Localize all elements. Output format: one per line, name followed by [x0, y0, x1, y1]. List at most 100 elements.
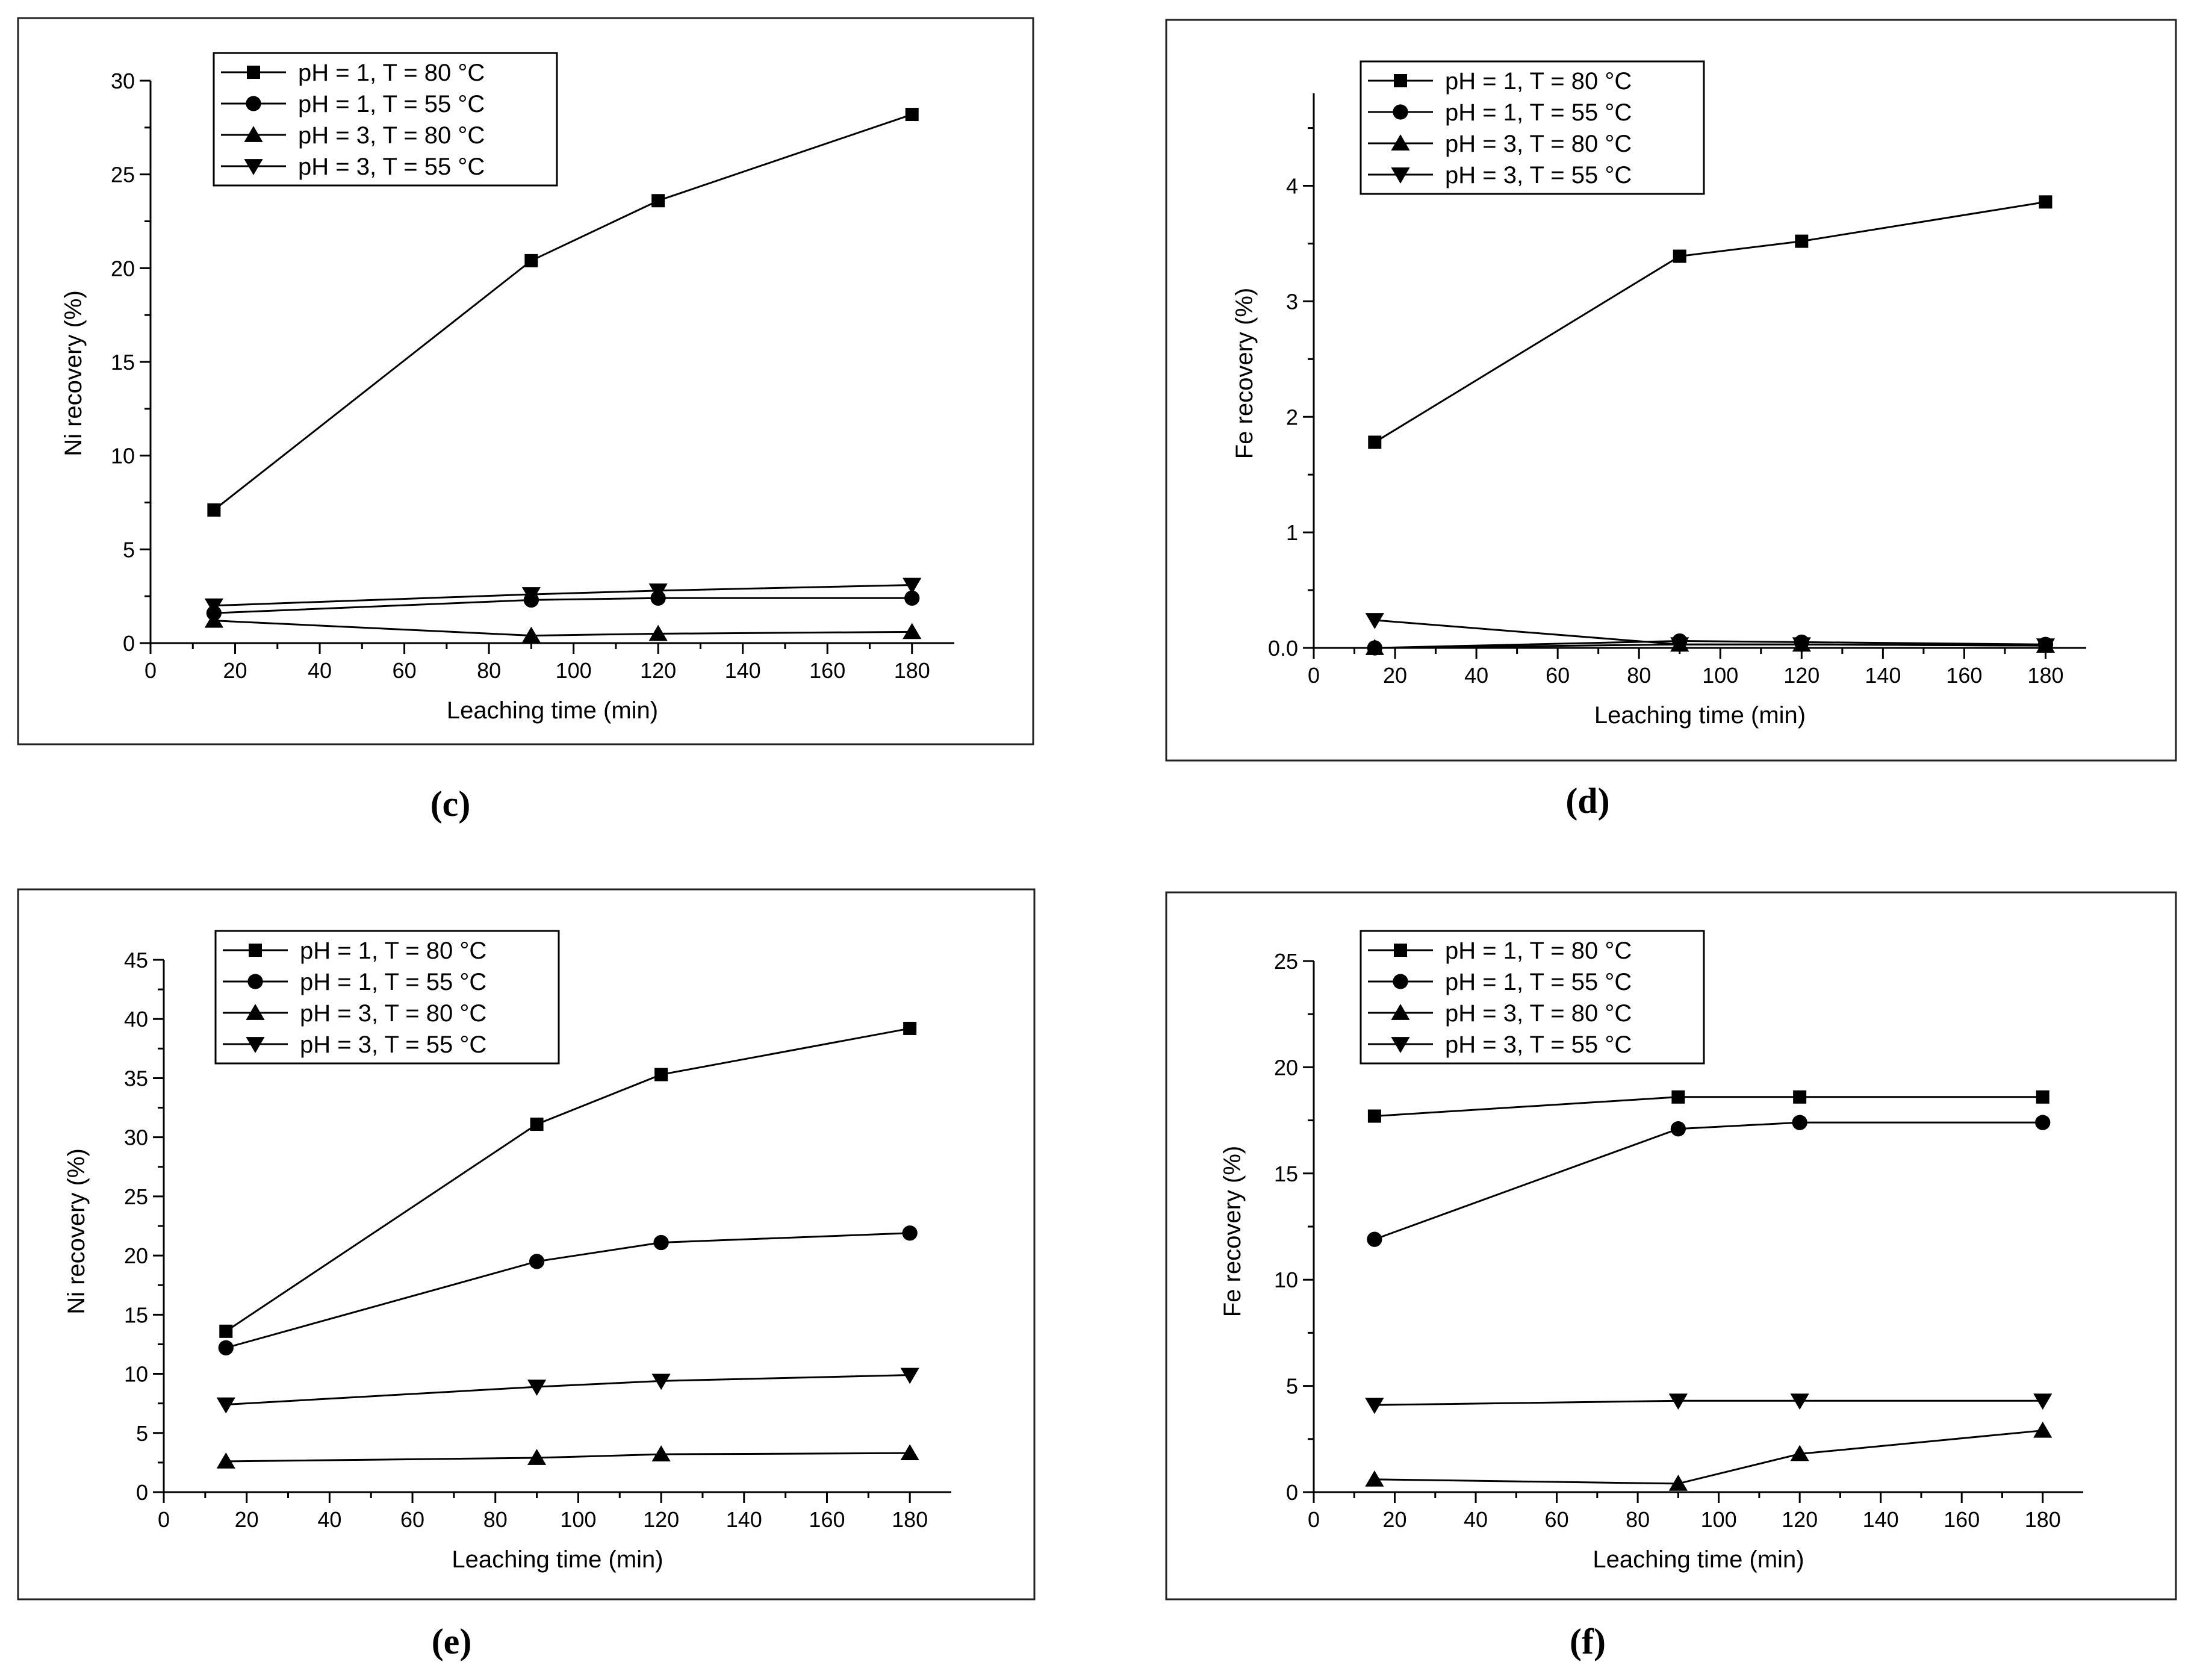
y-tick-label: 4: [1286, 174, 1298, 199]
data-point: [216, 1397, 235, 1414]
data-point: [2036, 638, 2056, 655]
data-point: [207, 503, 221, 517]
data-point: [2039, 195, 2053, 209]
y-tick-label: 0: [1286, 1480, 1298, 1505]
x-tick-label: 180: [2025, 1507, 2061, 1532]
chart-panel-2: 0 20 40 60 80 100 120 140 160 180 0.0 1 2 3 4 Leaching …: [1165, 19, 2177, 821]
series-line: [1374, 1399, 2043, 1406]
legend-entry: pH = 3, T = 80 °C: [1445, 1000, 1632, 1027]
y-tick-label: 15: [1274, 1162, 1298, 1186]
data-point: [648, 583, 668, 600]
legend-marker: [249, 944, 262, 957]
legend-entry: pH = 3, T = 55 °C: [298, 154, 485, 180]
legend-marker: [246, 96, 261, 111]
legend-entry: pH = 1, T = 55 °C: [300, 969, 486, 995]
x-tick-label: 120: [640, 658, 676, 683]
data-point: [900, 1444, 919, 1461]
legend-marker: [1391, 1004, 1410, 1020]
data-point: [2036, 1090, 2049, 1104]
data-point: [527, 1449, 547, 1465]
data-point: [204, 611, 223, 628]
chart-panel-3: 0 20 40 60 80 100 120 140 160 180 0 5 10 15 20 25 30 35 40…: [17, 888, 1036, 1661]
x-tick-label: 140: [1863, 1507, 1899, 1532]
data-point: [530, 1118, 544, 1131]
x-tick-label: 160: [809, 658, 845, 683]
legend-box: [214, 930, 560, 1065]
chart-panel-1: 0 20 40 60 80 100 120 140 160 180 0 5 10 15 20 25 30 Leac…: [17, 17, 1034, 824]
legend-marker: [1391, 1037, 1410, 1053]
data-point: [905, 108, 919, 122]
x-tick-label: 160: [809, 1507, 845, 1532]
y-tick-label: 20: [111, 256, 135, 281]
x-tick-label: 40: [1464, 663, 1488, 688]
series-line: [1374, 1430, 2043, 1485]
y-tick-label: 25: [124, 1184, 148, 1209]
series-1: [207, 108, 919, 517]
data-point: [903, 623, 922, 639]
legend-marker: [247, 66, 260, 79]
x-tick-label: 0: [158, 1507, 170, 1532]
x-tick-label: 80: [483, 1507, 508, 1532]
legend-marker: [1394, 74, 1407, 87]
legend-marker: [1394, 944, 1407, 957]
data-point: [2035, 1115, 2051, 1130]
legend-marker: [246, 1037, 265, 1053]
legend: pH = 1, T = 80 °C pH = 1, T = 55 °C pH = 3…: [213, 52, 558, 187]
y-tick-label: 15: [124, 1302, 148, 1327]
x-tick-label: 180: [894, 658, 930, 683]
series-line: [1374, 201, 2046, 443]
data-point: [900, 1367, 919, 1384]
legend-entry: pH = 1, T = 55 °C: [1445, 99, 1632, 126]
y-axis-label: Ni recovery (%): [63, 1148, 90, 1314]
series-3: [1365, 1421, 2053, 1491]
x-tick-label: 20: [1383, 663, 1407, 688]
x-tick-label: 20: [235, 1507, 259, 1532]
legend-marker: [246, 1004, 265, 1020]
x-tick-label: 160: [1946, 663, 1982, 688]
data-point: [527, 1380, 547, 1396]
y-axis-label: Fe recovery (%): [1219, 1146, 1246, 1318]
data-point: [1671, 1090, 1685, 1104]
legend-box: [1360, 60, 1705, 195]
x-tick-label: 120: [1782, 1507, 1818, 1532]
x-tick-label: 180: [892, 1507, 928, 1532]
y-tick-label: 35: [124, 1066, 148, 1090]
data-point: [521, 587, 541, 603]
data-point: [1365, 639, 1384, 655]
legend-entry: pH = 1, T = 55 °C: [1445, 969, 1632, 995]
y-tick-label: 25: [111, 163, 135, 187]
y-tick-label: 10: [124, 1362, 148, 1387]
x-tick-label: 100: [1701, 1507, 1737, 1532]
data-point: [653, 1234, 669, 1251]
x-tick-label: 60: [393, 658, 417, 683]
x-tick-label: 0: [1308, 663, 1320, 688]
data-point: [1673, 249, 1686, 263]
y-tick-label: 45: [124, 948, 148, 972]
panel-label: (c): [430, 784, 471, 824]
data-point: [1367, 1109, 1381, 1123]
series-line: [1374, 1121, 2043, 1240]
data-point: [204, 598, 223, 615]
legend-marker: [1391, 167, 1410, 184]
data-point: [1792, 1115, 1807, 1130]
x-axis-label: Leaching time (min): [1594, 702, 1806, 729]
series-line: [214, 583, 912, 607]
series-line: [225, 1027, 910, 1333]
x-axis-label: Leaching time (min): [447, 697, 658, 724]
legend-entry: pH = 1, T = 80 °C: [1445, 68, 1632, 95]
x-tick-label: 40: [317, 1507, 341, 1532]
x-tick-label: 60: [1545, 1507, 1569, 1532]
data-point: [1790, 1393, 1809, 1410]
x-tick-label: 80: [477, 658, 501, 683]
x-tick-label: 40: [308, 658, 332, 683]
y-tick-label: 10: [111, 444, 135, 468]
y-tick-label: 25: [1274, 949, 1298, 974]
legend-entry: pH = 3, T = 80 °C: [1445, 131, 1632, 157]
panel-frame: [17, 888, 1036, 1601]
data-point: [529, 1254, 545, 1269]
y-tick-label: 0.0: [1268, 636, 1298, 661]
panel-label: (e): [432, 1622, 472, 1661]
data-point: [524, 254, 538, 267]
data-point: [1792, 637, 1811, 654]
